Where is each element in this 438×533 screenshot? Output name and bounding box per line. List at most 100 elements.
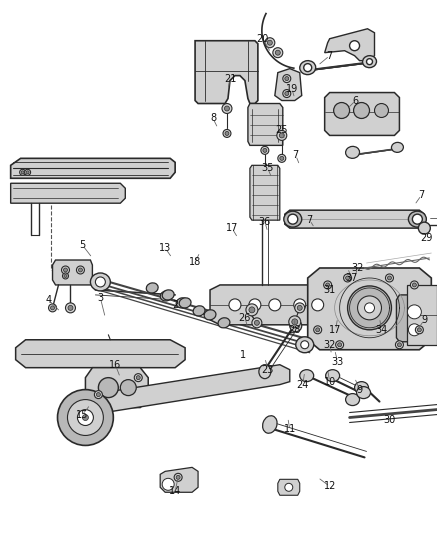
Text: 9: 9	[357, 385, 363, 394]
Circle shape	[67, 400, 103, 435]
Circle shape	[50, 306, 54, 310]
Ellipse shape	[346, 147, 360, 158]
Text: 7: 7	[326, 51, 333, 61]
Text: 37: 37	[346, 273, 358, 283]
Ellipse shape	[296, 337, 314, 353]
Text: 24: 24	[297, 379, 309, 390]
Circle shape	[162, 478, 174, 490]
Circle shape	[249, 307, 255, 313]
Circle shape	[229, 299, 241, 311]
Circle shape	[289, 316, 301, 328]
Text: 15: 15	[76, 409, 88, 419]
Circle shape	[297, 305, 302, 310]
Circle shape	[280, 156, 284, 160]
Circle shape	[326, 283, 330, 287]
Ellipse shape	[326, 370, 339, 382]
Polygon shape	[16, 340, 185, 368]
Circle shape	[277, 131, 287, 140]
Circle shape	[348, 286, 392, 330]
Circle shape	[134, 374, 142, 382]
Circle shape	[294, 299, 306, 311]
Text: 32: 32	[351, 263, 364, 273]
Ellipse shape	[284, 211, 302, 227]
Ellipse shape	[263, 416, 277, 433]
Circle shape	[413, 283, 417, 287]
Polygon shape	[195, 41, 258, 103]
Circle shape	[174, 473, 182, 481]
Circle shape	[78, 268, 82, 272]
Circle shape	[397, 343, 401, 347]
Circle shape	[246, 304, 258, 316]
Circle shape	[304, 63, 312, 71]
Circle shape	[292, 319, 298, 325]
Circle shape	[66, 303, 75, 313]
Polygon shape	[82, 365, 290, 415]
Text: 14: 14	[169, 486, 181, 496]
Text: 18: 18	[189, 257, 201, 267]
Polygon shape	[308, 268, 431, 350]
Circle shape	[417, 328, 421, 332]
Polygon shape	[160, 467, 198, 492]
Polygon shape	[396, 295, 437, 342]
Text: 20: 20	[257, 34, 269, 44]
Circle shape	[254, 320, 259, 325]
Circle shape	[78, 409, 93, 425]
Circle shape	[225, 106, 230, 111]
Text: 5: 5	[79, 240, 85, 250]
Circle shape	[176, 475, 180, 479]
Text: 28: 28	[289, 325, 301, 335]
Circle shape	[279, 133, 284, 138]
Circle shape	[364, 303, 374, 313]
Circle shape	[263, 148, 267, 152]
Circle shape	[273, 47, 283, 58]
Ellipse shape	[392, 142, 403, 152]
Polygon shape	[278, 479, 300, 495]
Circle shape	[396, 341, 403, 349]
Circle shape	[252, 318, 262, 328]
Text: 8: 8	[210, 114, 216, 124]
Polygon shape	[407, 285, 437, 345]
Circle shape	[222, 103, 232, 114]
Circle shape	[276, 50, 280, 55]
Circle shape	[357, 296, 381, 320]
Polygon shape	[285, 210, 424, 228]
Text: 6: 6	[353, 95, 359, 106]
Circle shape	[136, 376, 140, 379]
Polygon shape	[250, 165, 280, 220]
Circle shape	[367, 59, 372, 64]
Circle shape	[295, 303, 305, 313]
Circle shape	[278, 155, 286, 163]
Text: 7: 7	[293, 150, 299, 160]
Circle shape	[410, 281, 418, 289]
Text: 12: 12	[323, 481, 336, 491]
Circle shape	[316, 328, 320, 332]
Circle shape	[77, 266, 85, 274]
Text: 13: 13	[159, 243, 171, 253]
Text: 9: 9	[421, 315, 427, 325]
Circle shape	[225, 132, 229, 135]
Circle shape	[82, 415, 88, 421]
Polygon shape	[210, 285, 330, 325]
Circle shape	[334, 102, 350, 118]
Circle shape	[99, 378, 118, 398]
Circle shape	[336, 341, 343, 349]
Text: 7: 7	[307, 215, 313, 225]
Ellipse shape	[193, 306, 205, 316]
Circle shape	[269, 299, 281, 311]
Circle shape	[388, 276, 392, 280]
Ellipse shape	[146, 283, 158, 293]
Text: 26: 26	[239, 313, 251, 323]
Circle shape	[343, 274, 352, 282]
Circle shape	[374, 103, 389, 117]
Circle shape	[63, 273, 68, 279]
Circle shape	[314, 326, 321, 334]
Circle shape	[301, 341, 309, 349]
Polygon shape	[325, 29, 374, 61]
Polygon shape	[85, 368, 148, 408]
Circle shape	[95, 391, 102, 399]
Ellipse shape	[90, 273, 110, 291]
Text: 25: 25	[276, 125, 288, 135]
Circle shape	[283, 75, 291, 83]
Ellipse shape	[408, 211, 426, 227]
Text: 35: 35	[261, 163, 274, 173]
